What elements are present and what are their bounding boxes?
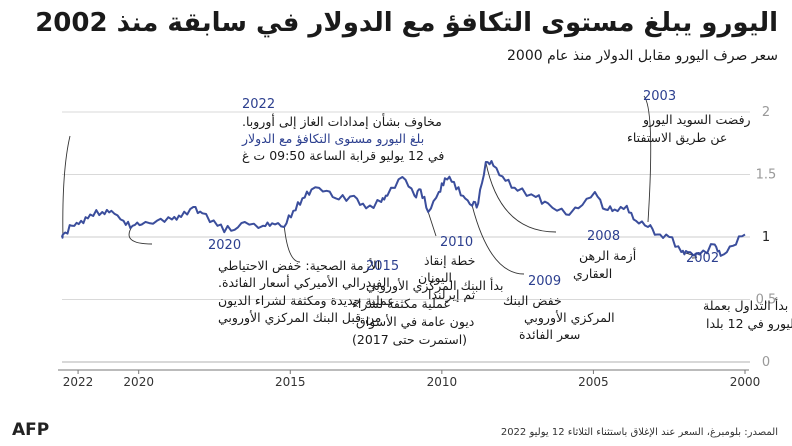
annotation-2022-line3: في 12 يوليو قرابة الساعة 09:50 ت غ xyxy=(242,148,444,164)
annotation-2002-line1: بدأ التداول بعملة xyxy=(703,297,788,314)
x-tick-label: 2020 xyxy=(123,375,154,389)
annotation-leader xyxy=(427,211,437,237)
annotation-2020-line2: الفيدرالي الأميركي أسعار الفائدة. xyxy=(218,274,390,291)
x-axis-ticks: 2000 2005 2010 2015 2020 2022 xyxy=(58,369,761,389)
annotation-2009-line2: المركزي الأوروبي xyxy=(524,310,615,326)
annotation-2003-year: 2003 xyxy=(643,89,676,104)
annotation-leader xyxy=(643,95,652,223)
annotations: 2022 مخاوف بشأن إمدادات الغاز إلى أوروبا… xyxy=(208,89,792,348)
y-axis-ticks: 0 0.5 1 1.5 2 xyxy=(756,105,777,370)
annotation-2008-year: 2008 xyxy=(587,229,620,244)
x-tick-label: 2015 xyxy=(275,375,306,389)
annotation-2009-line1: خفض البنك xyxy=(503,293,562,309)
eur-usd-line xyxy=(61,160,746,257)
source-note: المصدر: بلومبرغ، السعر عند الإغلاق باستث… xyxy=(500,427,778,438)
y-tick-label: 1.5 xyxy=(756,168,777,183)
annotation-leader xyxy=(128,225,153,245)
y-tick-label: 2 xyxy=(762,105,770,120)
x-tick-label: 2000 xyxy=(730,375,761,389)
annotation-leader xyxy=(471,205,525,275)
annotation-2022-line2: بلغ اليورو مستوى التكافؤ مع الدولار xyxy=(241,131,424,147)
y-tick-label: 1 xyxy=(762,230,770,245)
annotation-2015-line2: عملية مكثفة لشراء xyxy=(352,296,451,312)
annotation-2022-year: 2022 xyxy=(242,97,275,112)
annotation-2020-line1: الأزمة الصحية: خفض الاحتياطي xyxy=(218,258,380,274)
annotation-2015-year: 2015 xyxy=(366,259,399,274)
annotation-2020-year: 2020 xyxy=(208,238,241,253)
x-tick-label: 2010 xyxy=(427,375,458,389)
annotation-2003-line1: رفضت السويد اليورو xyxy=(642,112,751,128)
annotation-2015-line1: بدأ البنك المركزي الأوروبي xyxy=(366,277,503,294)
x-tick-label: 2005 xyxy=(578,375,609,389)
annotation-2008-line2: العقاري xyxy=(573,266,612,282)
annotation-2022-line1: مخاوف بشأن إمدادات الغاز إلى أوروبا. xyxy=(242,113,442,130)
annotation-leaders xyxy=(62,95,698,275)
annotation-2003-line2: عن طريق الاستفتاء xyxy=(627,130,727,146)
annotation-2020-line3: عملية جديدة ومكثفة لشراء الديون xyxy=(218,293,395,309)
afp-logo: AFP xyxy=(12,420,50,440)
annotation-leader xyxy=(62,135,71,235)
annotation-leader xyxy=(485,161,557,233)
annotation-2002-year: 2002 xyxy=(686,251,719,266)
gridlines xyxy=(62,111,750,363)
y-tick-label: 0.5 xyxy=(756,293,777,308)
chart-subtitle: سعر صرف اليورو مقابل الدولار منذ عام 200… xyxy=(507,48,778,64)
chart-title: اليورو يبلغ مستوى التكافؤ مع الدولار في … xyxy=(35,8,778,38)
annotation-2010-year: 2010 xyxy=(440,235,473,250)
annotation-2015-line4: (استمرت حتى 2017) xyxy=(352,332,467,348)
annotation-2010-line1: خطة إنقاذ xyxy=(424,253,475,268)
annotation-2009-year: 2009 xyxy=(528,274,561,289)
annotation-2002-line2: اليورو في 12 بلدا xyxy=(706,316,792,332)
annotation-2008-line1: أزمة الرهن xyxy=(579,247,636,264)
annotation-2015-line3: ديون عامة في الأسواق xyxy=(356,314,474,330)
annotation-2010-line2: اليونان xyxy=(418,270,452,286)
annotation-leader xyxy=(283,225,301,263)
annotation-2009-line3: سعر الفائدة xyxy=(519,327,580,343)
annotation-2020-line4: من قبل البنك المركزي الأوروبي xyxy=(218,310,381,326)
y-tick-label: 0 xyxy=(762,355,770,370)
x-tick-label: 2022 xyxy=(63,375,94,389)
annotation-2010-line3: ثم إيرلندا xyxy=(428,287,476,303)
